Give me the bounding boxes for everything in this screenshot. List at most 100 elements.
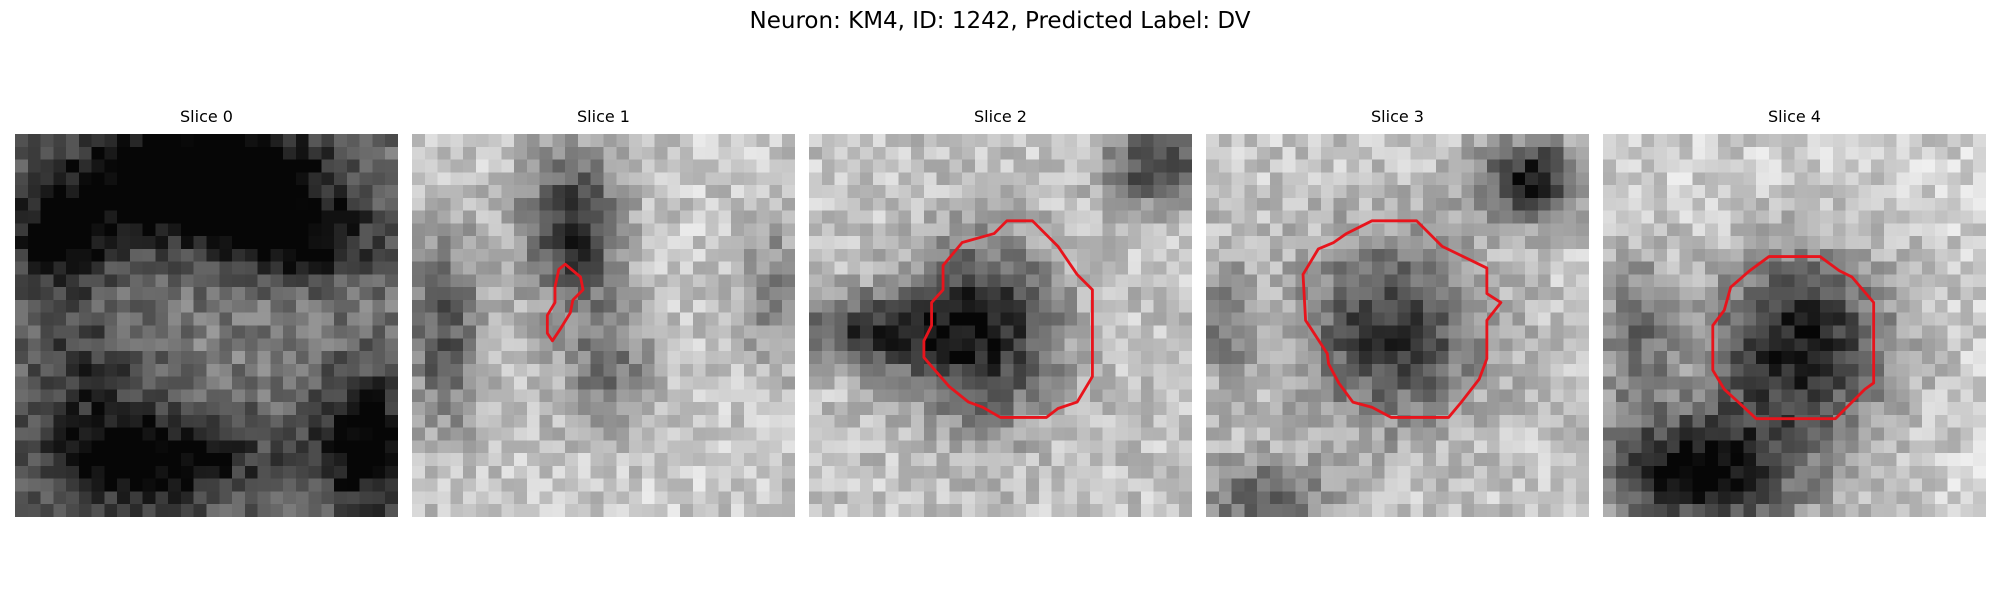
image-pixel (834, 465, 848, 479)
image-pixel (1615, 134, 1629, 148)
image-pixel (565, 402, 579, 416)
image-pixel (552, 248, 566, 262)
image-pixel (1883, 465, 1897, 479)
image-pixel (359, 299, 373, 313)
image-pixel (27, 376, 41, 390)
image-pixel (898, 389, 912, 403)
image-pixel (1563, 389, 1577, 403)
image-pixel (705, 159, 719, 173)
image-pixel (412, 287, 426, 301)
image-pixel (1179, 414, 1192, 428)
image-pixel (603, 402, 617, 416)
image-pixel (1140, 363, 1154, 377)
image-pixel (1435, 376, 1449, 390)
image-pixel (1679, 172, 1693, 186)
image-pixel (1832, 376, 1846, 390)
image-pixel (1550, 389, 1564, 403)
image-pixel (488, 287, 502, 301)
image-pixel (705, 185, 719, 199)
image-pixel (1026, 453, 1040, 467)
image-pixel (232, 261, 246, 275)
image-pixel (1756, 274, 1770, 288)
image-pixel (756, 274, 770, 288)
image-pixel (577, 465, 591, 479)
image-pixel (705, 363, 719, 377)
image-pixel (667, 210, 681, 224)
image-pixel (590, 312, 604, 326)
image-pixel (654, 402, 668, 416)
image-pixel (1384, 274, 1398, 288)
image-pixel (616, 402, 630, 416)
image-pixel (1666, 197, 1680, 211)
image-pixel (847, 351, 861, 365)
image-pixel (847, 363, 861, 377)
image-pixel (731, 210, 745, 224)
image-pixel (1423, 248, 1437, 262)
image-pixel (743, 478, 757, 492)
image-pixel (308, 402, 322, 416)
image-pixel (321, 274, 335, 288)
image-pixel (91, 159, 105, 173)
image-pixel (680, 376, 694, 390)
image-pixel (1206, 134, 1220, 148)
image-pixel (1038, 287, 1052, 301)
image-pixel (821, 248, 835, 262)
image-pixel (1384, 299, 1398, 313)
image-pixel (1397, 146, 1411, 160)
image-pixel (1641, 236, 1655, 250)
image-pixel (1461, 210, 1475, 224)
image-pixel (437, 376, 451, 390)
image-pixel (1448, 223, 1462, 237)
image-pixel (514, 376, 528, 390)
image-pixel (809, 197, 823, 211)
image-pixel (168, 325, 182, 339)
image-pixel (1461, 236, 1475, 250)
image-pixel (1269, 351, 1283, 365)
image-pixel (66, 491, 80, 505)
image-pixel (692, 414, 706, 428)
image-pixel (1845, 504, 1859, 517)
image-pixel (1537, 478, 1551, 492)
image-pixel (987, 453, 1001, 467)
image-pixel (834, 453, 848, 467)
image-pixel (1692, 210, 1706, 224)
image-pixel (501, 504, 515, 517)
image-pixel (769, 338, 783, 352)
image-pixel (1179, 453, 1192, 467)
image-pixel (1179, 299, 1192, 313)
image-pixel (1641, 210, 1655, 224)
image-pixel (565, 248, 579, 262)
image-pixel (1397, 248, 1411, 262)
image-pixel (168, 402, 182, 416)
image-pixel (1820, 172, 1834, 186)
image-pixel (705, 376, 719, 390)
image-pixel (488, 236, 502, 250)
image-pixel (463, 465, 477, 479)
image-pixel (1282, 440, 1296, 454)
image-pixel (1102, 197, 1116, 211)
image-pixel (1282, 274, 1296, 288)
image-pixel (1603, 389, 1617, 403)
image-pixel (1692, 363, 1706, 377)
image-pixel (1934, 351, 1948, 365)
image-pixel (40, 287, 54, 301)
image-pixel (385, 312, 398, 326)
image-pixel (782, 363, 795, 377)
image-pixel (206, 223, 220, 237)
image-pixel (565, 172, 579, 186)
slice-panel-4: Slice 4 (1603, 107, 1986, 517)
image-pixel (346, 351, 360, 365)
image-pixel (1218, 465, 1232, 479)
image-pixel (117, 338, 131, 352)
image-pixel (1282, 491, 1296, 505)
image-pixel (1320, 185, 1334, 199)
image-pixel (1410, 465, 1424, 479)
image-pixel (1333, 172, 1347, 186)
image-pixel (1666, 402, 1680, 416)
image-pixel (974, 172, 988, 186)
image-pixel (987, 134, 1001, 148)
image-pixel (488, 274, 502, 288)
image-pixel (142, 465, 156, 479)
image-pixel (629, 223, 643, 237)
image-pixel (552, 185, 566, 199)
